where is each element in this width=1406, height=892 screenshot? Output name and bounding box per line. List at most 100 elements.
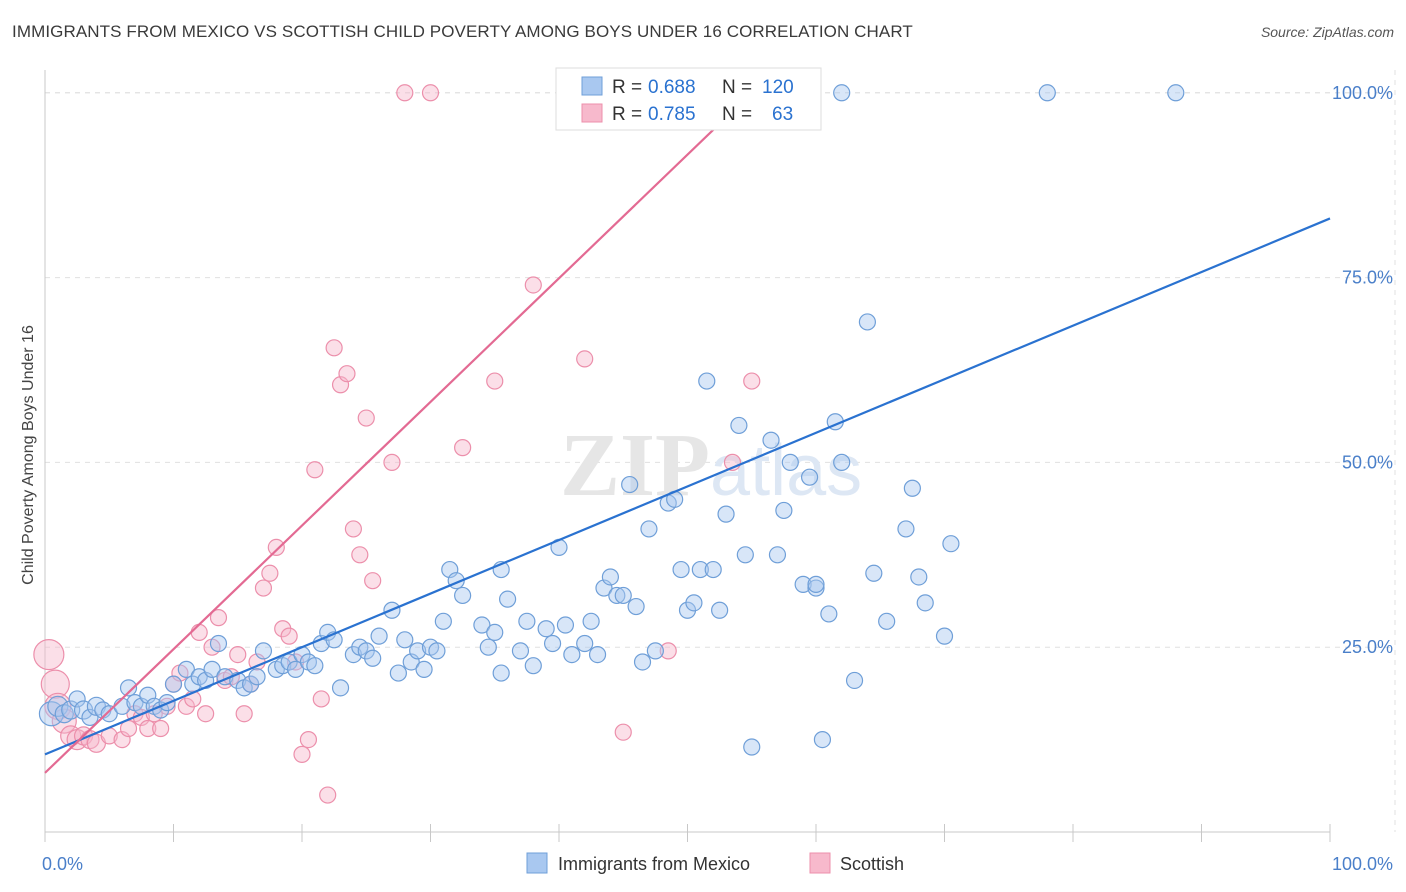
- y-tick-label: 50.0%: [1342, 452, 1393, 472]
- scottish-point: [40, 669, 70, 699]
- mexico-point: [396, 631, 414, 649]
- mexico-point: [672, 560, 690, 579]
- mexico-point: [646, 642, 664, 660]
- mexico-point: [685, 594, 703, 612]
- mexico-point: [68, 690, 86, 708]
- legend-label-mexico: Immigrants from Mexico: [558, 854, 750, 874]
- mexico-point: [865, 564, 883, 582]
- stats-n-label-mexico: N =: [722, 77, 752, 98]
- mexico-point: [833, 453, 851, 471]
- mexico-point: [415, 660, 433, 678]
- scottish-point: [293, 745, 311, 763]
- mexico-point: [511, 642, 530, 660]
- scottish-point: [357, 409, 375, 427]
- mexico-point: [794, 575, 812, 593]
- mexico-point: [601, 568, 620, 586]
- stats-n-label-scottish: N =: [722, 104, 752, 125]
- mexico-point: [47, 695, 69, 717]
- mexico-point: [286, 660, 305, 678]
- mexico-point: [537, 620, 555, 638]
- mexico-point: [479, 638, 497, 656]
- mexico-point: [807, 575, 825, 593]
- scottish-point: [338, 365, 356, 383]
- watermark: ZIPatlas: [560, 416, 862, 515]
- trend-lines: [44, 91, 1331, 774]
- scottish-point: [235, 705, 253, 723]
- chart-source: Source: ZipAtlas.com: [1260, 24, 1394, 40]
- scottish-point: [743, 372, 761, 390]
- mexico-point: [935, 627, 954, 645]
- scottish-point: [261, 564, 279, 582]
- stats-swatch-mexico: [581, 76, 603, 96]
- mexico-point: [897, 520, 915, 538]
- mexico-point: [858, 313, 877, 331]
- mexico-point: [800, 468, 819, 486]
- mexico-point: [331, 679, 350, 697]
- stats-r-label-mexico: R =: [612, 77, 642, 98]
- scottish-point: [33, 638, 65, 671]
- mexico-point: [428, 642, 446, 660]
- stats-swatch-scottish: [581, 103, 603, 123]
- legend-swatch-scottish: [809, 852, 831, 874]
- watermark-atlas: atlas: [710, 431, 862, 511]
- mexico-point: [164, 675, 183, 693]
- mexico-point: [524, 657, 542, 675]
- scottish-point: [364, 572, 382, 590]
- scottish-point: [524, 276, 542, 294]
- mexico-point: [833, 84, 851, 102]
- mexico-point: [370, 627, 388, 645]
- mexico-point: [119, 679, 138, 697]
- stats-r-value-mexico: 0.688: [648, 77, 696, 98]
- mexico-point: [100, 705, 118, 723]
- mexico-point: [306, 657, 324, 675]
- scottish-point: [306, 461, 324, 479]
- mexico-point: [254, 642, 273, 660]
- mexico-point: [563, 645, 581, 664]
- stats-n-value-mexico: 120: [762, 77, 794, 98]
- mexico-point: [736, 546, 754, 564]
- y-tick-labels: 25.0% 50.0% 75.0% 100.0%: [1332, 83, 1393, 657]
- chart-title: IMMIGRANTS FROM MEXICO VS SCOTTISH CHILD…: [12, 22, 913, 41]
- mexico-point: [499, 590, 517, 608]
- grid-lines: [45, 70, 1396, 832]
- mexico-point: [364, 649, 382, 667]
- mexico-point: [576, 634, 594, 653]
- mexico-point: [248, 668, 266, 686]
- mexico-point: [492, 664, 510, 682]
- scottish-point: [344, 520, 362, 538]
- mexico-point: [813, 730, 832, 749]
- x-tick-label: 0.0%: [42, 854, 83, 874]
- mexico-point: [768, 546, 787, 564]
- mexico-point: [588, 645, 607, 664]
- mexico-point: [910, 568, 928, 586]
- scottish-point: [209, 609, 228, 627]
- mexico-point: [518, 612, 536, 630]
- mexico-point: [621, 475, 639, 494]
- mexico-point: [209, 634, 228, 653]
- mexico-point: [627, 597, 645, 616]
- mexico-point: [486, 623, 504, 642]
- scottish-point: [152, 719, 170, 738]
- mexico-point: [473, 616, 491, 634]
- scottish-point: [51, 708, 77, 734]
- mexico-point: [704, 560, 722, 579]
- mexico-point: [775, 501, 793, 520]
- stats-r-value-scottish: 0.785: [648, 104, 696, 125]
- scottish-point: [254, 579, 273, 597]
- scottish-point: [351, 546, 369, 564]
- mexico-point: [807, 579, 825, 597]
- mexico-point: [878, 612, 896, 630]
- scottish-point: [576, 350, 594, 368]
- stats-legend: R = 0.688 N = 120 R = 0.785 N = 63: [555, 67, 822, 131]
- mexico-point: [698, 372, 716, 390]
- stats-n-value-scottish: 63: [772, 104, 793, 125]
- mexico-point: [633, 653, 652, 671]
- mexico-point: [730, 416, 748, 435]
- y-axis-title: Child Poverty Among Boys Under 16: [20, 325, 37, 585]
- mexico-point: [743, 738, 761, 756]
- scottish-point: [280, 627, 298, 645]
- mexico-point: [717, 505, 735, 523]
- mexico-point: [582, 612, 600, 630]
- legend-label-scottish: Scottish: [840, 854, 904, 874]
